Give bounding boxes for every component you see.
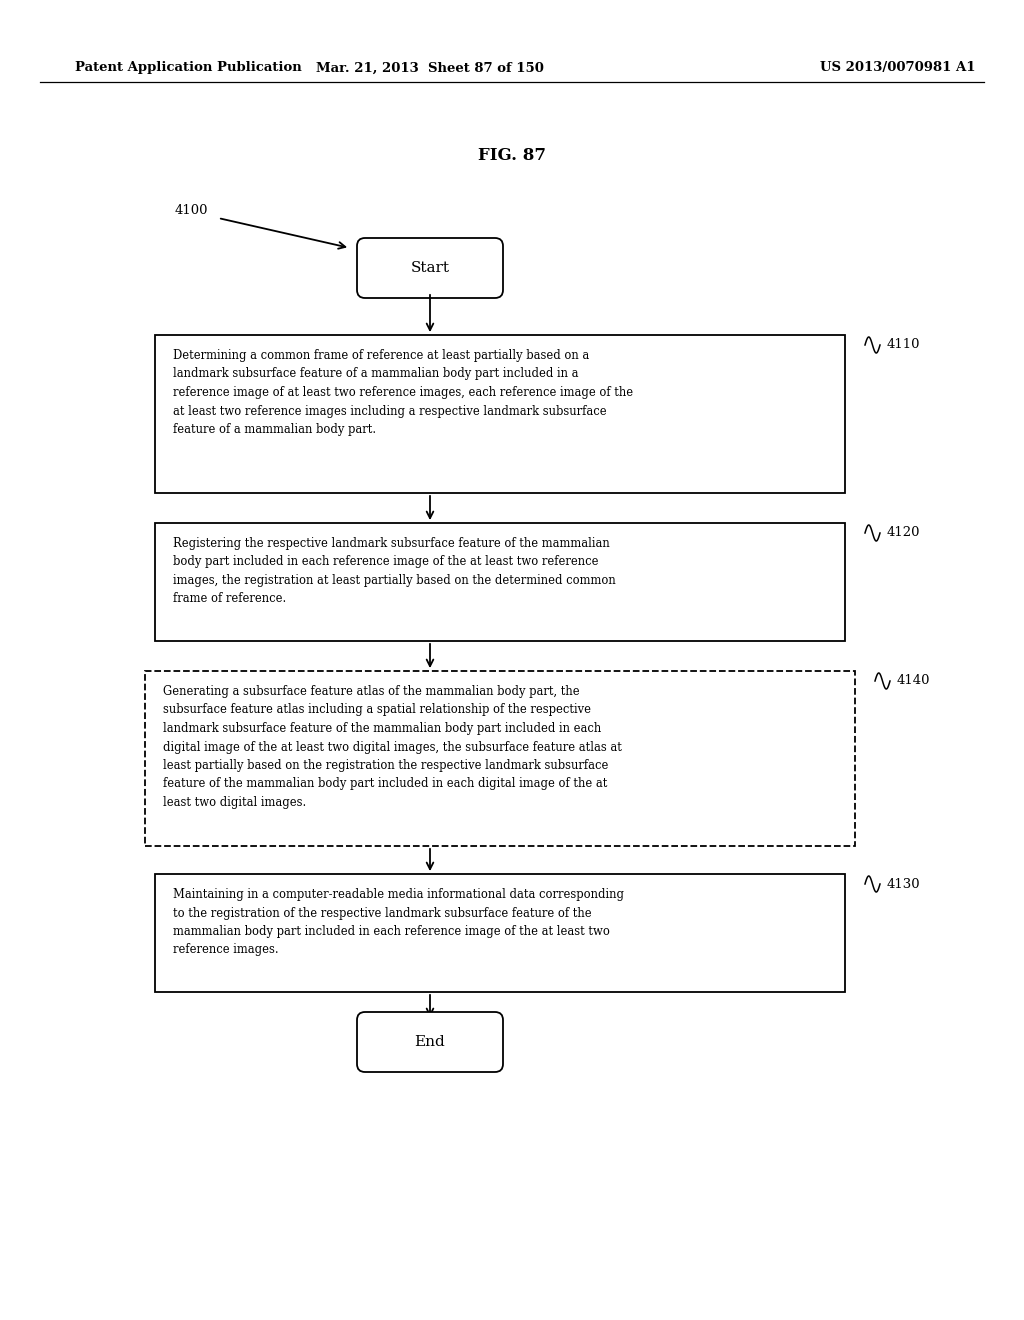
- Text: End: End: [415, 1035, 445, 1049]
- Text: 4140: 4140: [897, 675, 931, 688]
- Text: Determining a common frame of reference at least partially based on a
landmark s: Determining a common frame of reference …: [173, 348, 633, 436]
- FancyBboxPatch shape: [357, 1012, 503, 1072]
- Text: FIG. 87: FIG. 87: [478, 147, 546, 164]
- Text: 4120: 4120: [887, 527, 921, 540]
- Text: Mar. 21, 2013  Sheet 87 of 150: Mar. 21, 2013 Sheet 87 of 150: [316, 62, 544, 74]
- Text: Generating a subsurface feature atlas of the mammalian body part, the
subsurface: Generating a subsurface feature atlas of…: [163, 685, 622, 809]
- Text: 4100: 4100: [175, 203, 209, 216]
- Text: Registering the respective landmark subsurface feature of the mammalian
body par: Registering the respective landmark subs…: [173, 537, 615, 606]
- Bar: [145, 671, 855, 846]
- Text: 4110: 4110: [887, 338, 921, 351]
- Text: Patent Application Publication: Patent Application Publication: [75, 62, 302, 74]
- Text: Start: Start: [411, 261, 450, 275]
- Bar: [155, 335, 845, 492]
- Bar: [155, 874, 845, 993]
- Bar: [155, 523, 845, 642]
- FancyBboxPatch shape: [357, 238, 503, 298]
- Text: US 2013/0070981 A1: US 2013/0070981 A1: [820, 62, 976, 74]
- Text: Maintaining in a computer-readable media informational data corresponding
to the: Maintaining in a computer-readable media…: [173, 888, 624, 957]
- Text: 4130: 4130: [887, 878, 921, 891]
